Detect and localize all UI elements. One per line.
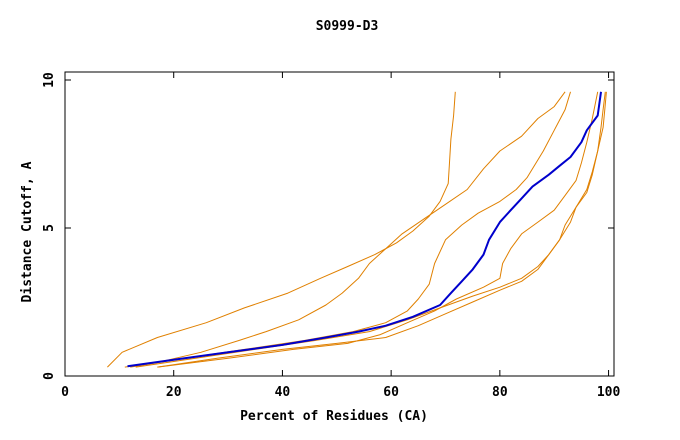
series-line-5	[135, 91, 606, 368]
series-layer	[107, 91, 607, 368]
x-axis-label: Percent of Residues (CA)	[240, 409, 428, 424]
series-line-6	[157, 91, 607, 368]
series-line-2	[124, 91, 566, 368]
series-line-4	[157, 91, 599, 368]
chart-title: S0999-D3	[316, 19, 379, 34]
y-axis: 0 5 10	[42, 72, 614, 380]
plot-frame	[64, 71, 615, 377]
series-line-highlight	[127, 91, 602, 368]
x-tick-label: 20	[166, 385, 182, 400]
x-axis: 0 20 40 60 80 100	[61, 72, 620, 400]
x-tick-label: 80	[492, 385, 508, 400]
x-tick-label: 0	[61, 385, 69, 400]
x-tick-label: 60	[383, 385, 399, 400]
y-tick-label: 0	[42, 372, 57, 380]
x-tick-label: 100	[597, 385, 621, 400]
y-tick-label: 10	[42, 72, 57, 88]
y-axis-label: Distance Cutoff, A	[20, 161, 35, 302]
x-tick-label: 40	[275, 385, 291, 400]
y-tick-label: 5	[42, 224, 57, 232]
